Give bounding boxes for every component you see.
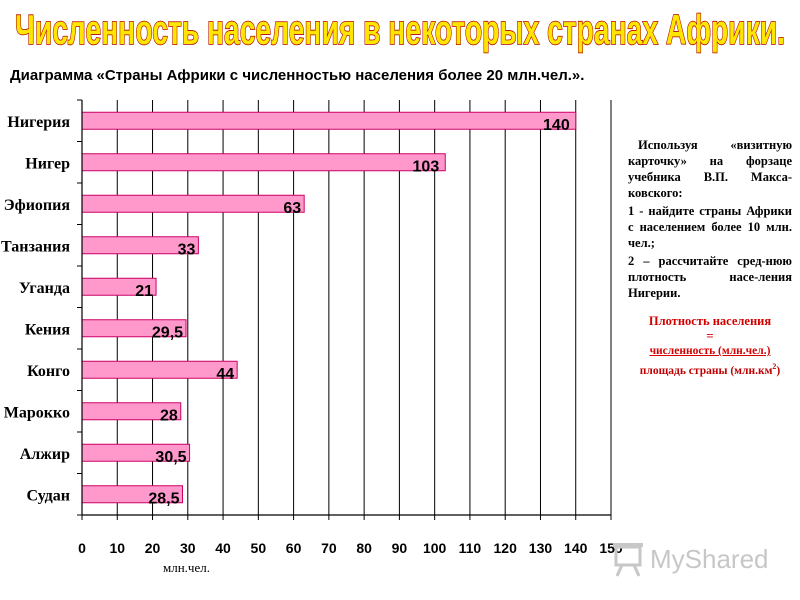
- logo-text: MyShared: [650, 544, 769, 574]
- formula-denominator-text: площадь страны (млн.км: [639, 364, 773, 377]
- task-panel: Используя «визитную карточку» на форзаце…: [628, 137, 792, 379]
- bar: [81, 360, 238, 379]
- density-formula: Плотность населения = численность (млн.ч…: [628, 313, 792, 379]
- category-label: Алжир: [20, 446, 70, 463]
- x-tick-label: 50: [251, 540, 267, 556]
- data-label: 63: [283, 200, 301, 217]
- task-item-2: 2 – рассчитайте сред-нюю плотность насе-…: [628, 254, 792, 300]
- category-label: Нигер: [25, 155, 70, 172]
- data-label: 103: [413, 158, 440, 175]
- x-tick-label: 90: [392, 540, 408, 556]
- category-label: Кения: [25, 321, 71, 338]
- x-tick-label: 10: [109, 540, 125, 556]
- x-tick-label: 70: [321, 540, 337, 556]
- x-tick-label: 60: [286, 540, 302, 556]
- bar: [81, 194, 305, 213]
- x-tick-label: 130: [529, 540, 553, 556]
- formula-title: Плотность населения: [648, 314, 772, 328]
- data-label: 29,5: [152, 324, 183, 341]
- page-title: Численность населения в некоторых страна…: [15, 6, 785, 53]
- category-label: Судан: [27, 487, 70, 504]
- chart-subtitle: Диаграмма «Страны Африки с численностью …: [10, 67, 585, 84]
- formula-denominator-sup: 2: [772, 362, 777, 371]
- data-label: 21: [135, 283, 153, 300]
- formula-equals: =: [706, 328, 714, 343]
- page-title-banner: Численность населения в некоторых страна…: [14, 5, 786, 54]
- bar: [81, 111, 577, 130]
- x-tick-label: 100: [423, 540, 447, 556]
- data-label: 28: [160, 407, 178, 424]
- data-label: 44: [216, 366, 234, 383]
- data-label: 33: [178, 241, 196, 258]
- x-axis-label: млн.чел.: [163, 560, 210, 575]
- task-intro: Используя «визитную карточку» на форзаце…: [628, 138, 792, 200]
- x-tick-label: 110: [459, 540, 482, 556]
- data-label: 140: [543, 117, 570, 134]
- x-tick-label: 30: [180, 540, 196, 556]
- x-tick-label: 40: [215, 540, 231, 556]
- formula-denominator: площадь страны (млн.км2): [628, 359, 792, 379]
- category-label: Марокко: [4, 404, 70, 421]
- data-label: 28,5: [148, 490, 179, 507]
- formula-denominator-close: ): [776, 364, 781, 377]
- x-tick-label: 140: [564, 540, 588, 556]
- x-tick-label: 20: [145, 540, 161, 556]
- formula-numerator: численность (млн.чел.): [649, 345, 771, 357]
- chart-axes: 0 10 20 30 40 50 60 70 80 90 100 110 120 130 140 150млн…: [1, 99, 623, 575]
- category-label: Эфиопия: [4, 197, 71, 214]
- category-label: Нигерия: [7, 114, 70, 131]
- x-tick-label: 80: [356, 540, 372, 556]
- category-label: Танзания: [1, 238, 70, 255]
- task-item-1: 1 - найдите страны Африки с населением б…: [628, 204, 792, 250]
- projector-screen-icon: [613, 543, 643, 577]
- x-tick-label: 0: [78, 540, 86, 556]
- category-label: Конго: [27, 363, 70, 380]
- data-label: 30,5: [155, 449, 186, 466]
- myshared-logo: MyShared: [610, 540, 775, 578]
- bar: [81, 153, 446, 172]
- x-tick-label: 120: [494, 540, 518, 556]
- category-label: Уганда: [19, 280, 70, 297]
